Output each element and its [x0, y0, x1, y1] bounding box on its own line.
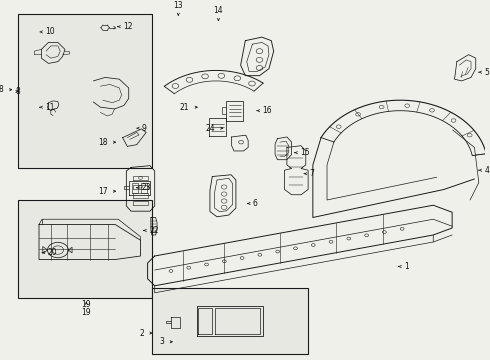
Text: 4: 4 — [484, 166, 489, 175]
Text: 19: 19 — [81, 301, 91, 310]
Text: 6: 6 — [253, 199, 258, 208]
Text: 18: 18 — [98, 138, 107, 147]
Text: 16: 16 — [262, 106, 272, 115]
Text: 14: 14 — [214, 6, 223, 15]
Text: 12: 12 — [123, 22, 133, 31]
Text: 22: 22 — [149, 226, 159, 235]
Text: 19: 19 — [81, 308, 91, 317]
Text: 17: 17 — [98, 187, 107, 196]
Text: 9: 9 — [142, 124, 147, 133]
Text: 5: 5 — [484, 68, 489, 77]
Text: 13: 13 — [173, 1, 183, 10]
Text: 11: 11 — [45, 103, 55, 112]
Bar — [18, 200, 152, 298]
Text: 8: 8 — [15, 87, 20, 96]
Text: 23: 23 — [142, 183, 151, 192]
Bar — [152, 288, 308, 354]
Text: 24: 24 — [205, 124, 215, 133]
Text: 20: 20 — [48, 248, 57, 257]
Text: 2: 2 — [139, 329, 144, 338]
Text: 10: 10 — [45, 27, 55, 36]
Text: 21: 21 — [180, 103, 189, 112]
Text: 8: 8 — [0, 85, 3, 94]
Bar — [18, 14, 152, 168]
Text: 15: 15 — [300, 148, 310, 157]
Text: 1: 1 — [404, 262, 409, 271]
Text: 3: 3 — [159, 337, 164, 346]
Text: 7: 7 — [310, 169, 315, 178]
